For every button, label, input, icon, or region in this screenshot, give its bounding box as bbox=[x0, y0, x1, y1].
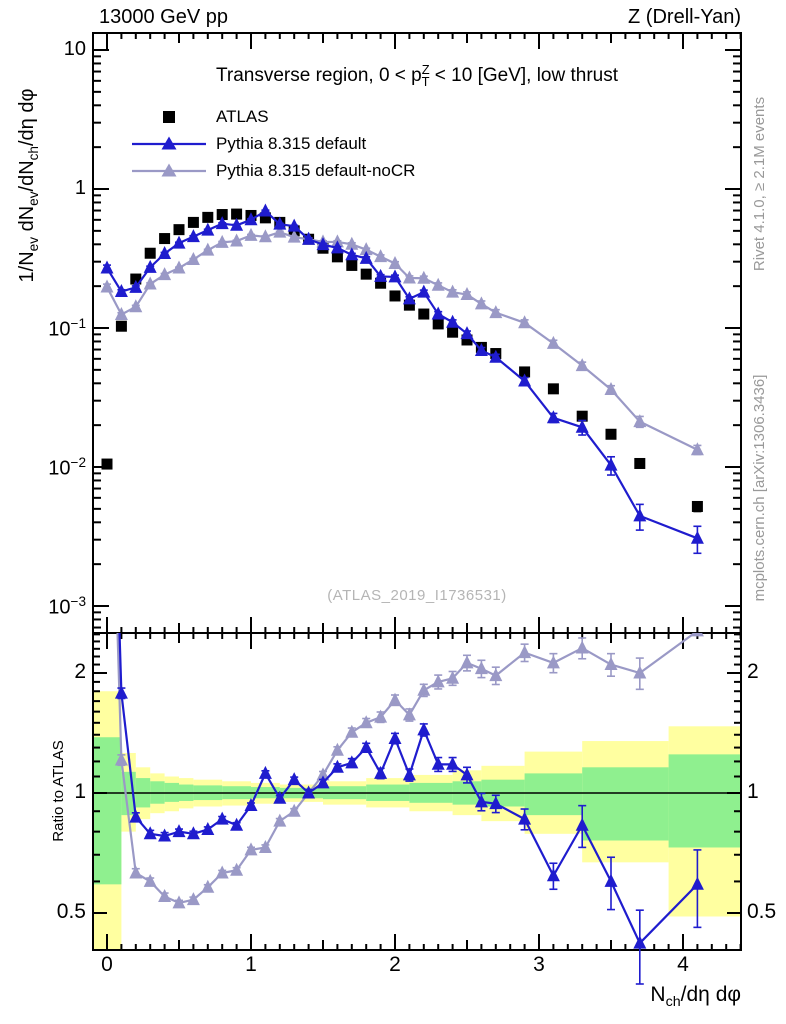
legend-label: ATLAS bbox=[216, 106, 269, 126]
y-tick-label: 10−3 bbox=[48, 594, 86, 619]
triangle-line-marker-icon bbox=[132, 136, 206, 149]
x-tick-label: 0 bbox=[101, 953, 113, 976]
ratio-axis-title: Ratio to ATLAS bbox=[50, 740, 67, 842]
y-tick-label: 10−1 bbox=[48, 316, 86, 341]
ratio-tick-label: 2 bbox=[74, 660, 86, 683]
x-tick-label: 3 bbox=[533, 953, 545, 976]
legend-item-pythia-default: Pythia 8.315 default bbox=[130, 130, 415, 157]
beam-energy-title: 13000 GeV pp bbox=[99, 6, 228, 28]
y-tick-label: 1 bbox=[74, 177, 86, 199]
ratio-tick-label: 0.5 bbox=[56, 899, 86, 923]
analysis-id-watermark: (ATLAS_2019_I1736531) bbox=[327, 587, 507, 604]
mcplots-credit-note: mcplots.cern.ch [arXiv:1306.3436] bbox=[751, 374, 768, 602]
x-axis-title: Nch/dη dφ bbox=[650, 983, 741, 1010]
square-marker-icon bbox=[163, 110, 175, 123]
ratio-tick-label: 1 bbox=[747, 780, 759, 803]
legend-item-atlas: ATLAS bbox=[130, 103, 415, 130]
ratio-tick-label: 1 bbox=[74, 780, 86, 803]
ratio-tick-label: 0.5 bbox=[747, 899, 777, 923]
observable-title: Transverse region, 0 < pZT < 10 [GeV], l… bbox=[215, 62, 619, 89]
legend-label: Pythia 8.315 default-noCR bbox=[216, 160, 416, 180]
y-axis-title: 1/Nev dNev/dNch/dη dφ bbox=[16, 88, 41, 283]
ratio-tick-label: 2 bbox=[747, 660, 759, 683]
y-tick-label: 10−2 bbox=[48, 455, 86, 480]
x-tick-label: 2 bbox=[389, 953, 401, 976]
process-title: Z (Drell-Yan) bbox=[628, 6, 741, 28]
x-tick-label: 4 bbox=[677, 953, 689, 976]
rivet-version-note: Rivet 4.1.0, ≥ 2.1M events bbox=[751, 96, 768, 272]
x-tick-label: 1 bbox=[245, 953, 257, 976]
triangle-line-marker-icon bbox=[132, 163, 206, 176]
legend-item-pythia-nocr: Pythia 8.315 default-noCR bbox=[130, 157, 415, 184]
y-tick-label: 10 bbox=[63, 38, 86, 60]
legend: ATLAS Pythia 8.315 default Pythia 8.315 … bbox=[130, 103, 415, 184]
legend-label: Pythia 8.315 default bbox=[216, 133, 367, 153]
